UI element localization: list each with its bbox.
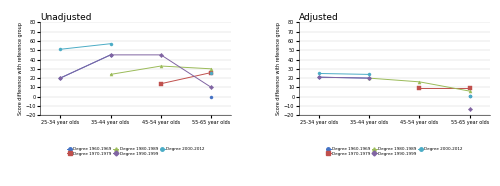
Y-axis label: Score difference with reference group: Score difference with reference group: [276, 22, 281, 115]
Legend: Degree 1960-1969, Degree 1970-1979, Degree 1980-1989, Degree 1990-1999, Degree 2: Degree 1960-1969, Degree 1970-1979, Degr…: [326, 147, 463, 155]
Y-axis label: Score difference with reference group: Score difference with reference group: [18, 22, 22, 115]
Text: Unadjusted: Unadjusted: [40, 12, 92, 22]
Legend: Degree 1960-1969, Degree 1970-1979, Degree 1980-1989, Degree 1990-1999, Degree 2: Degree 1960-1969, Degree 1970-1979, Degr…: [67, 147, 204, 155]
Text: Adjusted: Adjusted: [298, 12, 339, 22]
